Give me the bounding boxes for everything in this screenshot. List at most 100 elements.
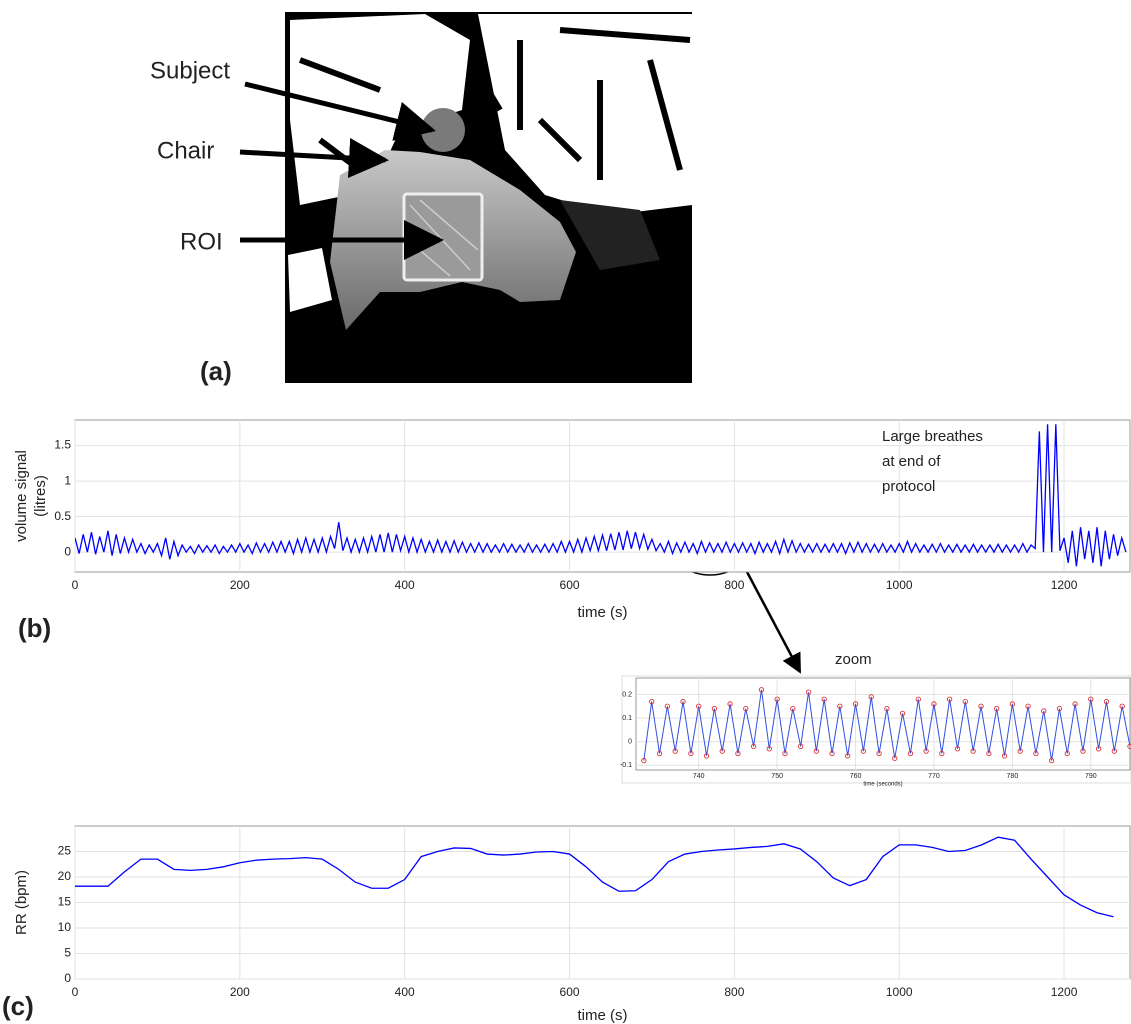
data-point (688, 750, 694, 757)
data-point (860, 748, 867, 754)
data-point (821, 696, 827, 702)
panel-label: (c) (2, 991, 34, 1021)
data-point (750, 743, 757, 750)
data-line (75, 836, 1114, 918)
data-point (939, 750, 945, 757)
data-point (798, 743, 804, 750)
y-axis-label: RR (bpm) (13, 870, 30, 935)
data-point (1088, 696, 1094, 702)
data-point (852, 701, 859, 707)
data-point (915, 696, 921, 702)
data-point (1119, 703, 1125, 709)
data-point (970, 748, 976, 754)
x-tick-label: 740 (693, 773, 705, 780)
x-tick-label: 1200 (1051, 985, 1078, 999)
x-axis-label: time (s) (578, 1007, 628, 1024)
x-tick-label: 0 (72, 985, 79, 999)
x-tick-label: 760 (850, 773, 862, 780)
data-point (994, 706, 1000, 712)
data-point (1111, 748, 1117, 754)
data-point (1127, 743, 1131, 750)
data-point (986, 750, 992, 757)
y-tick-label: 0.1 (622, 715, 632, 722)
data-point (1009, 701, 1016, 707)
data-point (899, 710, 906, 717)
data-point (758, 687, 765, 693)
data-point (711, 706, 718, 712)
depth-image (285, 12, 692, 383)
data-point (954, 746, 961, 752)
y-tick-label: 0.2 (622, 691, 632, 698)
x-tick-label: 780 (1007, 773, 1019, 780)
y-tick-label: 20 (58, 869, 72, 883)
data-point (829, 750, 835, 757)
data-point (782, 750, 788, 757)
data-point (774, 696, 780, 702)
data-point (1072, 701, 1078, 707)
data-point (743, 706, 749, 712)
y-tick-label: 1 (64, 473, 71, 487)
data-point (1001, 753, 1008, 759)
data-point (790, 706, 796, 712)
data-point (1048, 757, 1055, 764)
data-point (1056, 706, 1063, 712)
x-tick-label: 750 (771, 773, 783, 780)
y-tick-label: 25 (58, 844, 72, 858)
data-point (696, 703, 702, 709)
data-point (1095, 746, 1102, 752)
y-axis-label: (litres) (32, 475, 49, 517)
x-tick-label: 1000 (886, 985, 913, 999)
x-tick-label: 800 (724, 985, 744, 999)
y-tick-label: 0 (64, 544, 71, 558)
data-point (1025, 703, 1031, 709)
data-point (947, 696, 953, 702)
annotation: at end of (882, 453, 941, 470)
data-point (1033, 750, 1039, 757)
x-tick-label: 0 (72, 578, 79, 592)
x-tick-label: 200 (230, 578, 250, 592)
x-axis-label: time (seconds) (863, 782, 902, 788)
data-line (75, 424, 1127, 567)
y-tick-label: 5 (64, 946, 71, 960)
x-axis-label: time (s) (578, 604, 628, 621)
x-tick-label: 1000 (886, 578, 913, 592)
data-point (641, 757, 647, 764)
data-point (735, 750, 741, 757)
data-point (876, 750, 882, 757)
x-tick-label: 800 (724, 578, 744, 592)
data-point (1064, 750, 1070, 757)
panel-label: (b) (18, 613, 51, 643)
x-tick-label: 200 (230, 985, 250, 999)
data-point (1017, 748, 1023, 754)
x-tick-label: 770 (928, 773, 940, 780)
data-point (664, 703, 671, 709)
panel-label: (a) (200, 356, 232, 386)
y-tick-label: 0 (628, 739, 632, 746)
annotation: Large breathes (882, 428, 983, 445)
y-tick-label: 0 (64, 971, 71, 985)
data-point (672, 748, 678, 754)
data-point (680, 698, 686, 705)
chart-title: zoom (835, 651, 872, 668)
data-point (884, 706, 890, 712)
data-point (837, 703, 843, 709)
annotation: Chair (157, 137, 214, 164)
data-point (1041, 708, 1047, 714)
data-point (978, 703, 984, 709)
y-tick-label: 0.5 (54, 509, 71, 523)
data-point (923, 748, 929, 754)
annotation: protocol (882, 478, 935, 495)
data-line (643, 689, 1130, 761)
annotation: Subject (150, 57, 230, 84)
data-point (1080, 748, 1086, 754)
data-point (727, 701, 733, 707)
x-tick-label: 790 (1085, 773, 1097, 780)
data-point (703, 753, 710, 759)
data-point (813, 748, 819, 754)
x-tick-label: 400 (395, 985, 415, 999)
annotation: ROI (180, 228, 223, 255)
x-tick-label: 400 (395, 578, 415, 592)
